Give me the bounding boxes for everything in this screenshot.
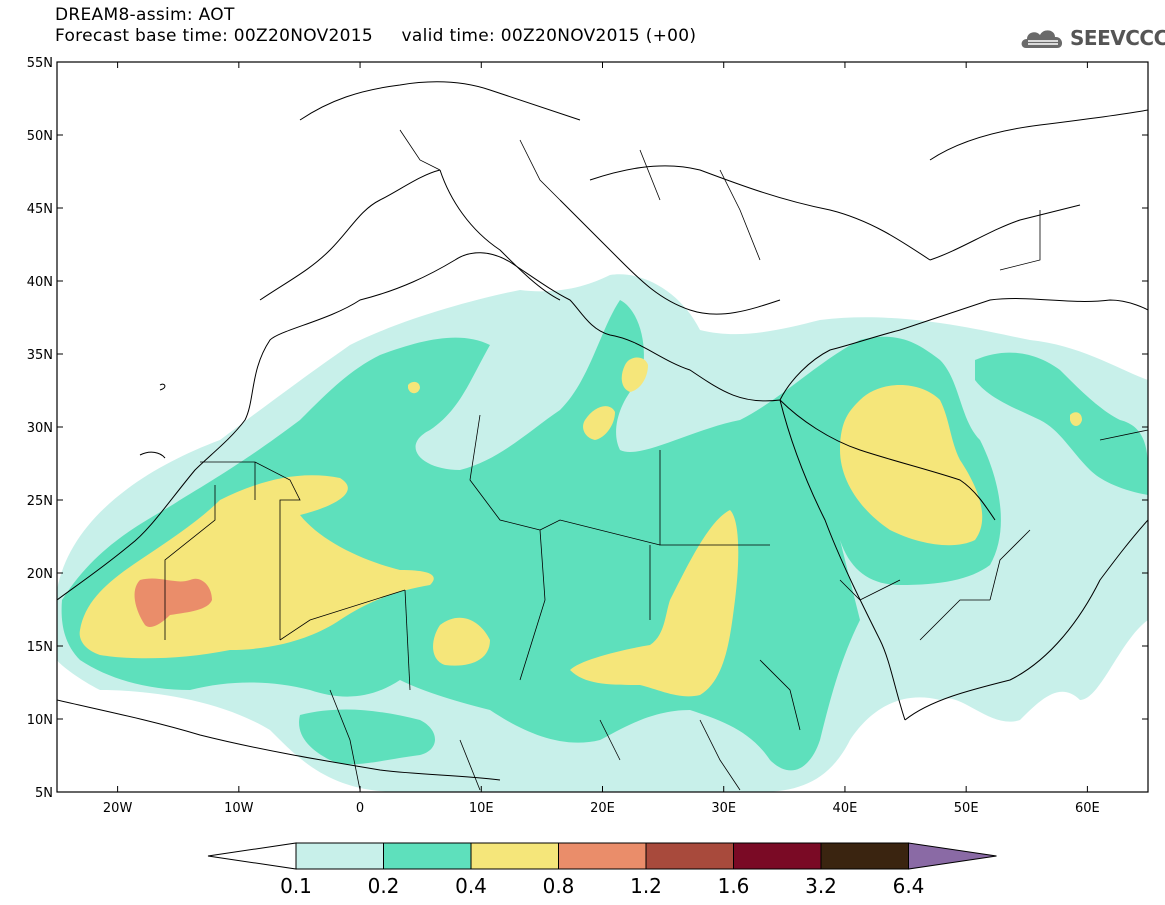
longitude-labels: 20W 10W 0 10E 20E 30E 40E 50E 60E (103, 801, 1100, 816)
aot-field (57, 62, 1148, 792)
forecast-time-line: Forecast base time: 00Z20NOV2015 valid t… (55, 26, 697, 46)
lon-tick-label: 60E (1075, 801, 1100, 816)
colorbar-box (470, 842, 559, 870)
lat-tick-label: 45N (27, 202, 53, 217)
lon-tick-label: 40E (833, 801, 858, 816)
lon-tick-label: 10E (469, 801, 494, 816)
colorbar-under-triangle (207, 842, 297, 870)
lon-tick-label: 20W (103, 801, 133, 816)
seevccc-logo: SEEVCCC (1018, 22, 1165, 56)
colorbar-boxes (207, 842, 997, 870)
colorbar-label: 0.4 (455, 874, 487, 898)
lon-tick-label: 50E (954, 801, 979, 816)
colorbar-box (558, 842, 647, 870)
lon-tick-label: 30E (711, 801, 736, 816)
aot-band-0-2 (61, 300, 1148, 771)
colorbar-over-triangle (908, 842, 997, 870)
colorbar-label: 3.2 (805, 874, 837, 898)
colorbar-box (295, 842, 384, 870)
lat-tick-label: 40N (27, 275, 53, 290)
colorbar-labels: 0.1 0.2 0.4 0.8 1.2 1.6 3.2 6.4 (280, 874, 924, 898)
lat-tick-label: 10N (27, 713, 53, 728)
latitude-labels: 55N 50N 45N 40N 35N 30N 25N 20N 15N 10N 5N (27, 56, 53, 801)
colorbar-box (645, 842, 734, 870)
lat-tick-label: 25N (27, 494, 53, 509)
coastlines (57, 81, 1148, 781)
lat-tick-label: 15N (27, 640, 53, 655)
colorbar-label: 0.2 (368, 874, 400, 898)
colorbar-box (820, 842, 909, 870)
colorbar-box (383, 842, 472, 870)
colorbar-label: 1.6 (718, 874, 750, 898)
colorbar-box (733, 842, 822, 870)
axis-ticks (57, 61, 1148, 793)
map-title: DREAM8-assim: AOT (55, 5, 235, 25)
lat-tick-label: 35N (27, 348, 53, 363)
lon-tick-label: 0 (356, 801, 364, 816)
aot-band-0-8 (134, 578, 212, 627)
lon-tick-label: 10W (224, 801, 254, 816)
logo-text: SEEVCCC (1070, 26, 1165, 50)
colorbar-label: 0.8 (543, 874, 575, 898)
lat-tick-label: 55N (27, 56, 53, 71)
lon-tick-label: 20E (590, 801, 615, 816)
lat-tick-label: 50N (27, 129, 53, 144)
colorbar-label: 6.4 (893, 874, 925, 898)
colorbar-label: 0.1 (280, 874, 312, 898)
colorbar-label: 1.2 (630, 874, 662, 898)
lat-tick-label: 5N (35, 786, 53, 801)
lat-tick-label: 20N (27, 567, 53, 582)
lat-tick-label: 30N (27, 421, 53, 436)
country-borders (164, 129, 1148, 791)
cloud-icon (1021, 30, 1063, 48)
